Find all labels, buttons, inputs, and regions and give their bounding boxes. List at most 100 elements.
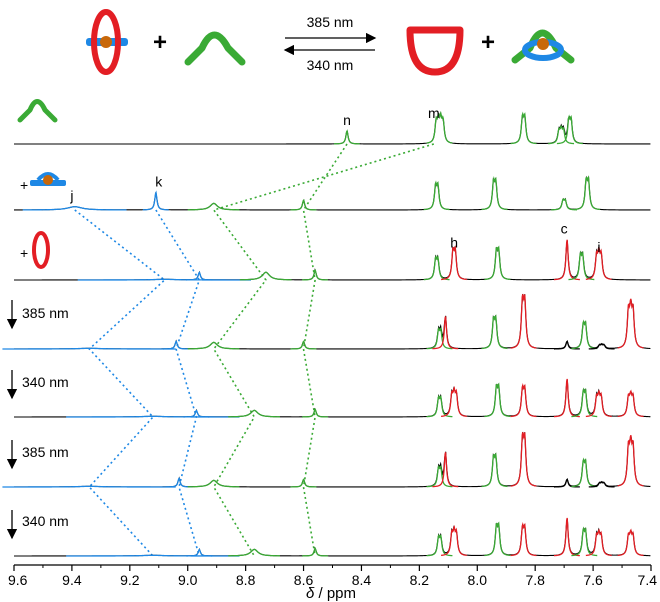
spectrum-baseline — [14, 175, 651, 211]
nmr-peak — [551, 197, 577, 211]
nmr-peak — [617, 298, 644, 349]
nmr-peak — [426, 464, 453, 488]
spectrum-baseline — [14, 518, 651, 557]
spectrum-baseline — [14, 431, 651, 488]
nmr-peak — [574, 175, 601, 211]
nmr-peak — [571, 526, 598, 557]
nmr-peak — [585, 528, 612, 557]
spectra-stack — [2, 110, 651, 557]
nmr-peak — [617, 389, 644, 418]
nmr-peak — [77, 278, 251, 281]
spectrum-row — [14, 517, 651, 557]
nmr-peak — [239, 271, 292, 281]
spectrum-row — [14, 239, 651, 281]
red-macrocycle-icon — [406, 26, 464, 76]
nmr-peak — [186, 271, 213, 281]
row-2-plus: + — [20, 177, 28, 193]
row-6-label: 385 nm — [6, 440, 69, 470]
nmr-peak — [484, 245, 511, 281]
nmr-peak — [554, 478, 580, 488]
x-tick-label: 7.4 — [638, 572, 658, 588]
nmr-peak — [484, 382, 511, 418]
rotaxane-icon — [86, 9, 128, 75]
nmr-peak — [187, 202, 240, 211]
nmr-peak — [553, 378, 580, 418]
x-tick-label: 9.6 — [8, 572, 28, 588]
peak-connector — [155, 209, 201, 557]
nmr-peak — [588, 481, 615, 488]
nmr-peak — [432, 452, 459, 488]
row-labels: + + 385 nm 340 nm 385 nm 340 nm — [6, 99, 69, 540]
x-tick-label: 8.8 — [236, 572, 256, 588]
x-tick-label: 8.4 — [352, 572, 372, 588]
nmr-peak — [481, 175, 508, 211]
nmr-peak — [166, 477, 192, 488]
spectrum-row — [14, 378, 651, 418]
row-5-label: 340 nm — [6, 370, 69, 400]
row-3-red-ring-icon — [32, 231, 50, 269]
x-tick-label: 9.0 — [178, 572, 198, 588]
x-axis-label: δ / ppm — [306, 585, 356, 602]
svg-text:340 nm: 340 nm — [22, 374, 69, 390]
x-tick-label: 8.0 — [468, 572, 488, 588]
nmr-peak — [302, 408, 328, 418]
nmr-peak — [617, 528, 644, 557]
nmr-peak — [568, 250, 595, 281]
row-3-plus: + — [20, 245, 28, 261]
x-tick-label: 9.2 — [120, 572, 140, 588]
nmr-peak — [302, 547, 328, 557]
nmr-peak — [510, 294, 537, 349]
svg-text:385 nm: 385 nm — [22, 444, 69, 460]
nmr-peak — [588, 343, 615, 350]
spectrum-row — [2, 431, 651, 488]
nmr-peak — [426, 326, 453, 350]
nmr-peak — [426, 533, 453, 557]
nmr-peak — [510, 111, 537, 145]
nmr-peak — [2, 347, 176, 350]
x-tick-label: 7.8 — [525, 572, 545, 588]
nmr-peak — [432, 316, 459, 350]
nmr-peak — [333, 129, 360, 145]
nmr-peak — [510, 521, 537, 557]
nmr-peak — [66, 554, 240, 557]
peak-label: j — [69, 188, 73, 204]
peak-labels: n m j k h c i — [69, 105, 600, 255]
svg-text:340 nm: 340 nm — [22, 513, 69, 529]
nmr-peak — [142, 190, 169, 211]
nmr-peak — [553, 239, 580, 281]
nmr-peak — [553, 517, 580, 557]
nmr-peak — [423, 254, 450, 281]
nmr-peak — [186, 548, 213, 557]
nmr-peak — [441, 525, 467, 557]
peak-connector — [302, 143, 348, 557]
nmr-peak — [556, 114, 583, 145]
reaction-scheme: + 385 nm 340 nm + — [86, 9, 575, 76]
nmr-peak — [484, 521, 511, 557]
x-tick-label: 9.4 — [62, 572, 82, 588]
nmr-peak — [510, 432, 537, 487]
nmr-peak — [441, 245, 467, 281]
spectrum-baseline — [14, 240, 651, 281]
pseudorotaxane-icon — [511, 29, 575, 64]
nmr-peak — [481, 314, 508, 350]
nmr-peak — [228, 548, 280, 557]
equilibrium-arrows: 385 nm 340 nm — [283, 14, 377, 73]
peak-label: h — [450, 235, 458, 251]
nmr-peak — [302, 268, 328, 281]
nmr-peak — [2, 485, 176, 488]
nmr-peak — [585, 245, 612, 280]
spectrum-baseline — [14, 293, 651, 350]
svg-text:385 nm: 385 nm — [22, 305, 69, 321]
arrow-forward-label: 385 nm — [307, 14, 354, 30]
nmr-peak — [571, 457, 598, 488]
nmr-peak — [183, 409, 210, 418]
peak-label: n — [343, 112, 351, 128]
plus-sign-1: + — [153, 29, 167, 56]
plus-sign-2: + — [481, 29, 495, 56]
x-tick-label: 7.6 — [583, 572, 603, 588]
nmr-peak — [290, 340, 317, 350]
nmr-peak — [426, 110, 453, 144]
spectrum-baseline — [14, 379, 651, 418]
spectrum-row — [14, 175, 651, 211]
